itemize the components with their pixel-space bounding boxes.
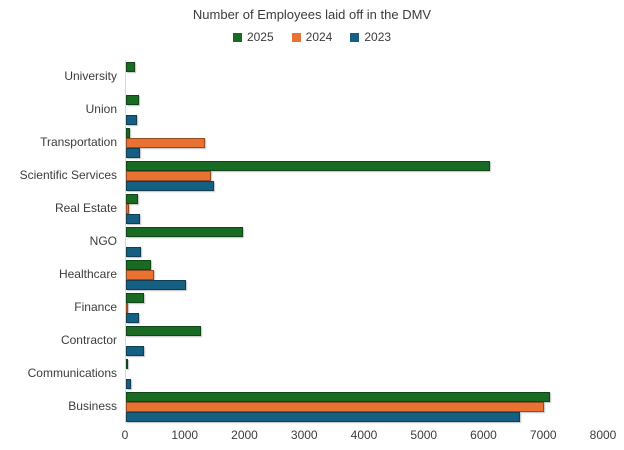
bar-2023-scientific-services bbox=[126, 180, 215, 191]
bar-2025-union bbox=[126, 94, 140, 105]
bar-2025-transportation bbox=[126, 127, 130, 138]
legend-item-2025: 2025 bbox=[232, 30, 274, 44]
bar-2023-union bbox=[126, 114, 138, 125]
bar-2023-ngo bbox=[126, 246, 141, 257]
value-axis: 0 1000 2000 3000 4000 5000 6000 7000 8000 bbox=[121, 428, 617, 444]
bar-2025-real-estate bbox=[126, 193, 138, 204]
bar-2025-ngo bbox=[126, 226, 243, 237]
category-axis: University Union Transportation Scientific … bbox=[0, 60, 117, 423]
chart-title: Number of Employees laid off in the DMV bbox=[192, 7, 432, 22]
x-tick-label: 4000 bbox=[350, 428, 378, 442]
bar-2025-healthcare bbox=[126, 259, 152, 270]
plot-area bbox=[125, 60, 603, 423]
legend-swatch-2023-icon bbox=[350, 32, 360, 42]
bar-2024-scientific-services bbox=[126, 170, 212, 181]
bar-2025-contractor bbox=[126, 325, 201, 336]
bar-2025-university bbox=[126, 61, 135, 72]
bar-2023-healthcare bbox=[126, 279, 186, 290]
x-tick-label: 3000 bbox=[290, 428, 318, 442]
category-label: NGO bbox=[89, 234, 117, 248]
x-tick-label: 5000 bbox=[410, 428, 438, 442]
bar-2024-real-estate bbox=[126, 203, 129, 214]
bar-2023-transportation bbox=[126, 147, 141, 158]
legend-label-2023: 2023 bbox=[364, 30, 392, 44]
x-tick-label: 0 bbox=[121, 428, 129, 442]
bar-2023-communications bbox=[126, 378, 131, 389]
bar-2025-scientific-services bbox=[126, 160, 491, 171]
bar-2024-finance bbox=[126, 302, 129, 313]
category-label: Communications bbox=[27, 366, 117, 380]
legend-swatch-2024-icon bbox=[291, 32, 301, 42]
bar-2025-communications bbox=[126, 358, 128, 369]
x-tick-label: 8000 bbox=[589, 428, 617, 442]
legend-label-2024: 2024 bbox=[305, 30, 333, 44]
legend-item-2023: 2023 bbox=[350, 30, 391, 44]
category-label: Transportation bbox=[40, 135, 117, 149]
category-label: Contractor bbox=[60, 333, 117, 347]
bar-2024-healthcare bbox=[126, 269, 155, 280]
legend-label-2025: 2025 bbox=[246, 30, 274, 44]
category-label: Union bbox=[85, 102, 117, 116]
legend: 2025 2024 2023 bbox=[0, 30, 624, 44]
category-label: Healthcare bbox=[58, 267, 117, 281]
bar-2023-finance bbox=[126, 312, 140, 323]
bar-2023-business bbox=[126, 411, 521, 422]
category-label: Business bbox=[68, 399, 117, 413]
category-label: Real Estate bbox=[54, 201, 117, 215]
category-label: University bbox=[64, 69, 117, 83]
bar-2025-finance bbox=[126, 292, 144, 303]
category-label: Scientific Services bbox=[19, 168, 117, 182]
legend-swatch-2025-icon bbox=[232, 32, 242, 42]
legend-item-2024: 2024 bbox=[291, 30, 333, 44]
x-tick-label: 7000 bbox=[529, 428, 557, 442]
bar-2024-business bbox=[126, 401, 545, 412]
bar-2023-real-estate bbox=[126, 213, 141, 224]
category-label: Finance bbox=[74, 300, 117, 314]
x-tick-label: 2000 bbox=[231, 428, 258, 442]
x-tick-label: 1000 bbox=[171, 428, 199, 442]
bar-2024-transportation bbox=[126, 137, 206, 148]
bar-2025-business bbox=[126, 391, 551, 402]
x-tick-label: 6000 bbox=[470, 428, 497, 442]
bar-2023-contractor bbox=[126, 345, 144, 356]
